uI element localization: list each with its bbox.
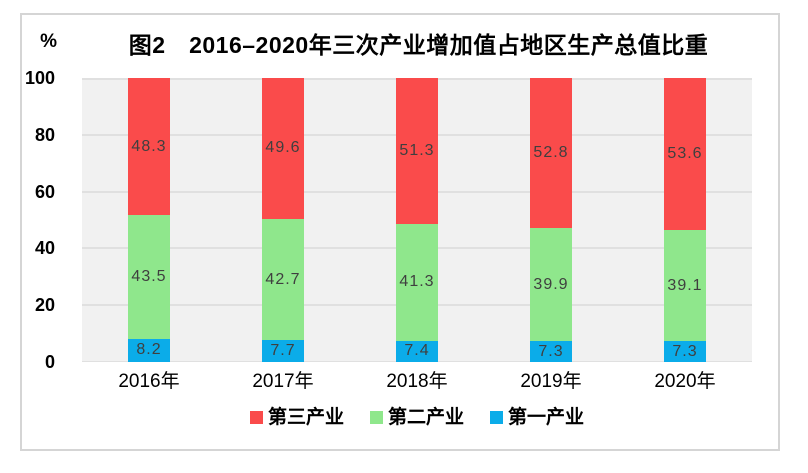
bar-value-label: 39.9 [533,275,569,293]
chart-title: 图2 2016–2020年三次产业增加值占地区生产总值比重 [128,32,709,58]
bar-value-label: 43.5 [131,267,167,285]
bar-value-label: 52.8 [533,143,569,161]
y-tick-label: 40 [34,238,55,258]
bar-segment: 43.5 [128,215,170,339]
bar-value-label: 8.2 [136,341,162,359]
bar-column: 7.3 39.1 53.6 [664,78,706,362]
bar-segment: 52.8 [530,78,572,228]
bar-segment: 48.3 [128,78,170,216]
bar-segment: 7.3 [664,341,706,362]
legend-swatch [249,411,263,424]
bar-value-label: 42.7 [265,270,301,288]
bar-value-label: 7.3 [538,342,564,360]
y-tick-label: 0 [44,352,55,372]
legend-item: 第三产业 [249,407,344,428]
bar-segment: 51.3 [396,78,438,224]
x-tick-label: 2017年 [252,371,314,392]
bar-segment: 49.6 [262,78,304,219]
x-tick-label: 2016年 [118,371,180,392]
x-tick-label: 2019年 [520,371,582,392]
bar-segment: 7.3 [530,341,572,362]
legend-item: 第一产业 [490,408,584,427]
bar-segment: 7.4 [396,340,438,362]
bar-value-label: 39.1 [667,276,703,294]
bar-segment: 53.6 [664,78,706,231]
legend-swatch [369,411,383,424]
bar-column: 7.7 42.7 49.6 [262,78,304,362]
y-tick-label: 100 [24,68,55,88]
legend-item: 第二产业 [369,407,464,428]
legend-swatch [490,411,503,424]
bar-value-label: 51.3 [399,141,435,159]
bar-column: 7.4 41.3 51.3 [396,78,438,362]
y-axis-unit-label: % [40,31,57,52]
bar-value-label: 48.3 [131,137,167,155]
plot-area: 8.2 43.5 48.3 7.7 42.7 49.6 7.4 41.3 51.3 7.3 39.9… [82,78,752,362]
bar-value-label: 49.6 [265,139,301,157]
x-tick-label: 2020年 [654,371,716,392]
bar-segment: 8.2 [128,338,170,362]
bar-segment: 39.1 [664,230,706,342]
y-tick-label: 80 [34,125,55,145]
y-tick-label: 60 [34,182,55,202]
bar-column: 8.2 43.5 48.3 [128,78,170,362]
bar-column: 7.3 39.9 52.8 [530,78,572,362]
bar-segment: 42.7 [262,218,304,341]
bar-value-label: 7.7 [270,342,296,360]
chart-frame: 图2 2016–2020年三次产业增加值占地区生产总值比重 % 8.2 43.5 4… [20,13,780,451]
bar-value-label: 53.6 [667,145,703,163]
bar-segment: 7.7 [262,340,304,362]
y-tick-label: 20 [34,295,55,315]
bar-value-label: 41.3 [399,273,435,291]
x-tick-label: 2018年 [386,371,448,392]
bar-segment: 41.3 [396,223,438,341]
bar-segment: 39.9 [530,227,572,342]
bar-value-label: 7.3 [672,342,698,360]
legend-label: 第一产业 [508,407,585,428]
legend-label: 第三产业 [267,407,344,428]
legend-label: 第二产业 [387,407,464,428]
legend: 第三产业 第二产业 第一产业 [82,408,752,427]
bar-value-label: 7.4 [404,342,430,360]
